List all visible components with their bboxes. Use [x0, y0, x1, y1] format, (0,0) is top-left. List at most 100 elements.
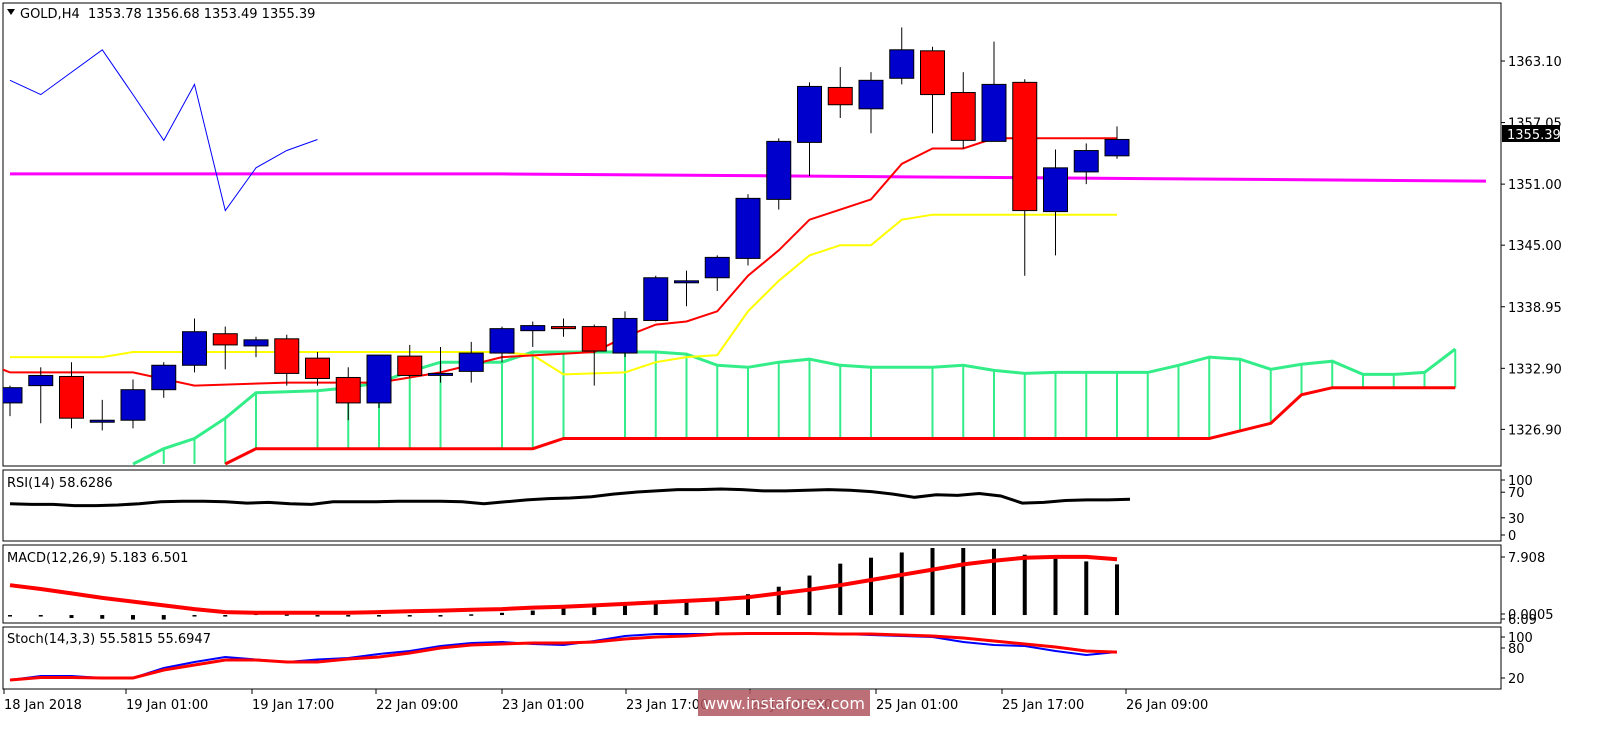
rsi-tick-label-1: 70 — [1508, 486, 1525, 501]
x-tick-label-8: 25 Jan 17:00 — [1002, 698, 1084, 713]
x-tick-label-0: 18 Jan 2018 — [4, 698, 82, 713]
price-panel-frame — [2, 2, 1502, 467]
candle-body-31 — [950, 92, 976, 141]
macd-tick-label-2: 6.09 — [1508, 613, 1537, 628]
macd-histogram-bar-4 — [131, 615, 135, 620]
macd-histogram-bar-6 — [192, 615, 197, 617]
candle-body-2 — [59, 375, 84, 419]
candle-body-30 — [920, 50, 945, 96]
x-axis: 18 Jan 2018 19 Jan 01:00 19 Jan 17:00 22 Ja… — [3, 689, 1208, 713]
macd-histogram-bar-13 — [407, 615, 412, 617]
rsi-title: RSI(14) 58.6286 — [7, 476, 113, 491]
tenkan-sen-line — [3, 137, 1117, 387]
price-tick-label-3: 1345.00 — [1508, 239, 1562, 254]
macd-tick-label-1: 0.0005 — [1508, 608, 1554, 623]
candle-body-25 — [766, 140, 792, 200]
candle-body-9 — [274, 338, 300, 374]
horizontal-level-line — [10, 172, 1487, 183]
macd-histogram-bar-20 — [623, 605, 627, 616]
macd-histogram-bar-30 — [930, 548, 935, 616]
candle-body-3 — [89, 419, 115, 423]
macd-histogram-bar-1 — [38, 615, 43, 617]
macd-histogram-bar-2 — [69, 615, 74, 619]
price-tick-label-5: 1332.90 — [1508, 362, 1562, 377]
candle-body-32 — [981, 83, 1007, 142]
macd-histogram-bar-12 — [377, 615, 381, 617]
macd-title: MACD(12,26,9) 5.183 6.501 — [7, 551, 188, 566]
candle-body-8 — [243, 339, 269, 347]
candle-body-11 — [335, 376, 361, 404]
candle-body-14 — [428, 372, 453, 376]
macd-histogram-bar-11 — [346, 615, 351, 617]
candle-body-0 — [3, 387, 23, 404]
rsi-tick-label-3: 0 — [1508, 529, 1516, 544]
macd-histogram-bar-5 — [161, 615, 166, 620]
macd-panel-frame — [2, 544, 1502, 624]
chikou-span-line — [9, 49, 318, 212]
candle-body-21 — [643, 277, 669, 321]
price-tag: 1355.39 — [1507, 128, 1561, 143]
macd-histogram-bar-21 — [653, 603, 658, 616]
macd-histogram-bar-16 — [500, 612, 504, 616]
candle-body-1 — [28, 374, 54, 387]
macd-tick-label-0: 7.908 — [1508, 551, 1545, 566]
candle-body-13 — [397, 355, 423, 376]
x-tick-label-5: 23 Jan 17:00 — [626, 698, 708, 713]
rsi-line — [9, 487, 1131, 508]
x-tick-label-1: 19 Jan 01:00 — [126, 698, 208, 713]
candle-body-35 — [1073, 150, 1099, 173]
watermark: www.instaforex.com — [703, 694, 865, 713]
x-tick-label-4: 23 Jan 01:00 — [502, 698, 584, 713]
macd-histogram-bar-9 — [284, 614, 289, 616]
macd-histogram-bar-3 — [100, 615, 105, 619]
candle-body-27 — [827, 86, 853, 106]
x-tick-label-3: 22 Jan 09:00 — [376, 698, 458, 713]
senkou-span-a-line — [132, 347, 1457, 466]
macd-histogram-bar-32 — [992, 548, 996, 616]
macd-histogram-bar-27 — [838, 563, 843, 616]
candle-body-7 — [212, 333, 238, 346]
rsi-tick-label-0: 100 — [1508, 474, 1533, 489]
senkou-span-b-line — [224, 386, 1456, 466]
macd-histogram-bar-22 — [684, 600, 689, 616]
macd-histogram-bar-23 — [715, 598, 720, 616]
macd-histogram-bar-25 — [776, 586, 781, 616]
ohlc-readout: 1353.78 1356.68 1353.49 1355.39 — [88, 7, 315, 22]
candle-body-6 — [182, 331, 207, 366]
macd-histogram-bar-28 — [869, 557, 873, 616]
stoch-panel-frame — [2, 626, 1502, 690]
x-tick-label-7: 25 Jan 01:00 — [876, 698, 958, 713]
candle-body-12 — [366, 354, 392, 404]
x-tick-label-9: 26 Jan 09:00 — [1126, 698, 1208, 713]
rsi-panel-frame — [2, 469, 1502, 542]
macd-histogram-bar-15 — [469, 614, 474, 616]
candle-body-18 — [551, 326, 576, 330]
rsi-tick-label-2: 30 — [1508, 512, 1525, 527]
watermark-box — [698, 690, 870, 716]
candle-body-16 — [489, 328, 515, 354]
candle-body-17 — [520, 325, 546, 332]
y-axis: 1363.101357.051351.001345.001338.951332.… — [1501, 55, 1562, 687]
price-tick-label-2: 1351.00 — [1508, 178, 1562, 193]
macd-histogram-bar-31 — [961, 548, 966, 616]
macd-histogram-bar-18 — [561, 607, 566, 616]
candle-body-26 — [797, 85, 822, 143]
stoch-tick-label-1: 80 — [1508, 642, 1525, 657]
macd-histogram-bar-0 — [8, 615, 12, 617]
candle-body-36 — [1104, 138, 1130, 157]
candle-body-33 — [1012, 81, 1038, 212]
candle-body-4 — [120, 389, 146, 421]
candle-body-22 — [674, 280, 699, 284]
candle-body-10 — [305, 357, 330, 379]
macd-histogram-bar-29 — [899, 552, 904, 616]
price-tick-label-6: 1326.90 — [1508, 423, 1562, 438]
price-tick-label-4: 1338.95 — [1508, 301, 1562, 316]
macd-histogram-bar-26 — [807, 575, 812, 616]
price-plot — [3, 27, 1487, 466]
candle-body-28 — [858, 79, 884, 110]
dropdown-triangle-icon[interactable] — [7, 9, 15, 15]
stoch-signal-line — [9, 632, 1118, 682]
candle-body-19 — [581, 326, 607, 352]
kijun-sen-line — [10, 213, 1117, 376]
